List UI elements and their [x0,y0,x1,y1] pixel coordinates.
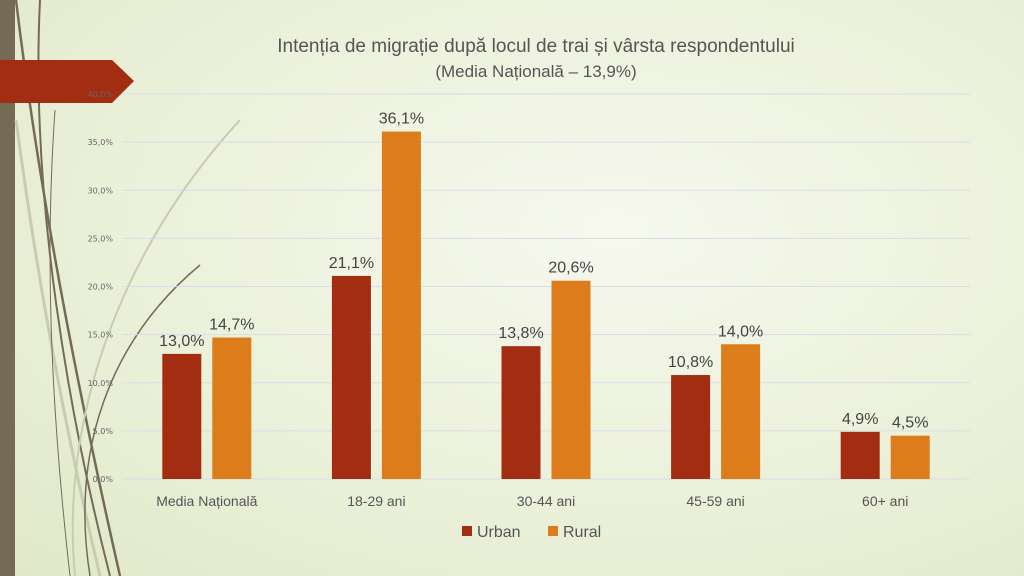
bar-urban [331,275,371,479]
left-bar [0,0,15,576]
legend-swatch-rural [548,526,558,536]
data-label: 4,5% [892,415,928,432]
x-tick-label: 60+ ani [862,493,908,509]
bar-rural [551,280,591,479]
bar-rural [381,131,421,479]
y-tick-label: 10,0% [88,379,114,388]
data-label: 4,9% [842,411,878,428]
data-label: 14,0% [718,323,763,340]
y-tick-label: 0,0% [93,475,114,484]
bar-urban [501,346,541,479]
data-label: 14,7% [209,317,254,334]
legend-swatch-urban [462,526,472,536]
data-label: 10,8% [668,354,713,371]
bar-rural [890,435,930,479]
y-tick-label: 15,0% [88,331,114,340]
x-tick-label: 18-29 ani [347,493,405,509]
bar-urban [671,375,711,479]
x-tick-label: Media Națională [156,493,257,509]
data-label: 21,1% [329,255,374,272]
legend-label: Urban [477,524,521,541]
bar-chart: 0,0% 5,0% 10,0% 15,0% 20,0% 25,0% 30,0% 35,0% 40… [88,90,970,541]
y-tick-label: 20,0% [88,283,114,292]
y-tick-label: 35,0% [88,138,114,147]
legend-label: Rural [563,524,601,541]
data-label: 13,8% [498,325,543,342]
bar-urban [840,431,880,479]
title-accent-arrow [0,60,134,103]
y-tick-label: 30,0% [88,186,114,195]
data-label: 20,6% [548,260,593,277]
bar-rural [721,344,761,479]
y-tick-label: 25,0% [88,234,114,243]
data-label: 13,0% [159,333,204,350]
x-tick-label: 45-59 ani [686,493,744,509]
chart-title: Intenția de migrație după locul de trai … [277,36,795,57]
y-tick-label: 5,0% [93,427,114,436]
data-label: 36,1% [379,111,424,128]
bar-rural [212,337,252,479]
x-tick-label: 30-44 ani [517,493,575,509]
bar-urban [162,353,202,479]
chart-subtitle: (Media Națională – 13,9%) [435,62,636,81]
y-tick-label: 40,0% [88,90,114,99]
